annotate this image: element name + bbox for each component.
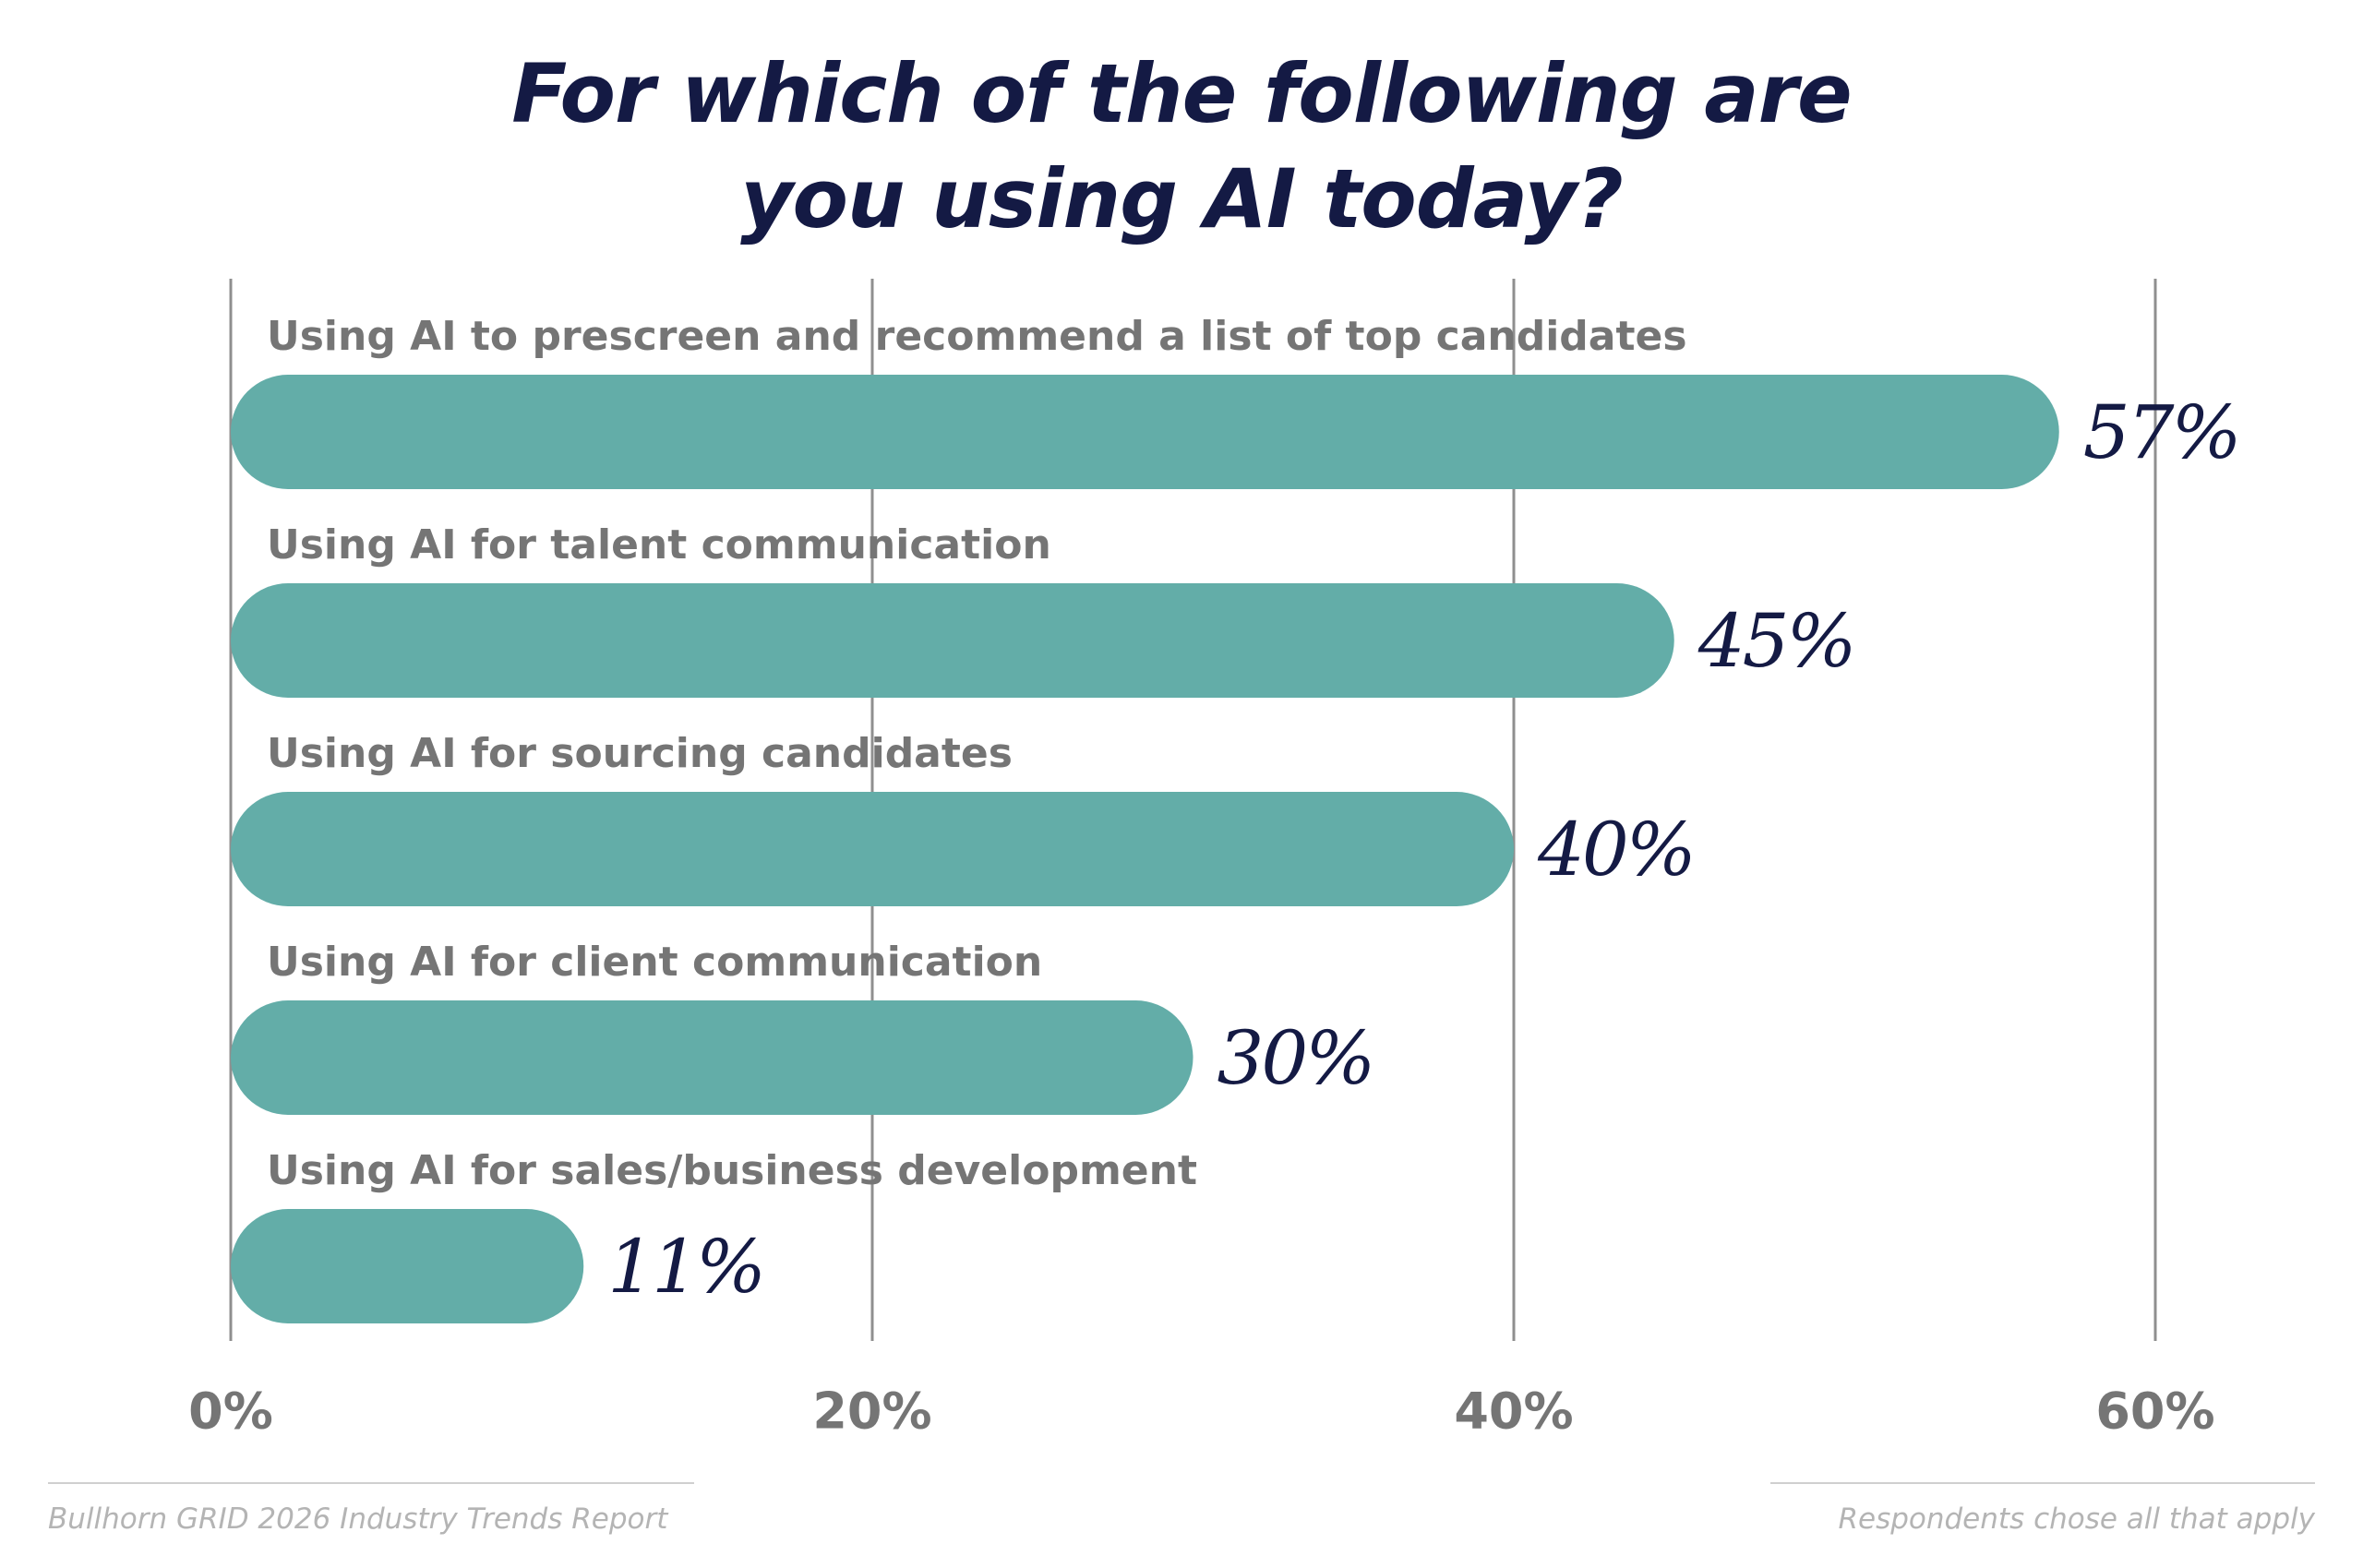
value-label-0: 57%	[2083, 389, 2239, 475]
value-label-1: 45%	[1697, 598, 1854, 684]
bar-0	[231, 375, 2059, 489]
chart-title-line-2: you using AI today?	[740, 151, 1624, 246]
bar-3	[231, 1000, 1193, 1115]
footer-divider-left	[48, 1482, 694, 1484]
value-label-2: 40%	[1537, 807, 1694, 892]
source-note: Bullhorn GRID 2026 Industry Trends Repor…	[48, 1502, 668, 1536]
x-tick-label-1: 20%	[812, 1382, 931, 1441]
chart-title-line-1: For which of the following are	[511, 46, 1852, 141]
footer-divider-right	[1770, 1482, 2315, 1484]
x-tick-label-2: 40%	[1454, 1382, 1573, 1441]
category-label-4: Using AI for sales/business development	[267, 1147, 1197, 1194]
category-label-1: Using AI for talent communication	[267, 521, 1051, 569]
chart-title: For which of the following are you using…	[0, 42, 2363, 252]
category-label-3: Using AI for client communication	[267, 939, 1042, 986]
bar-4	[231, 1209, 584, 1323]
bar-1	[231, 583, 1674, 698]
value-label-3: 30%	[1217, 1015, 1373, 1101]
x-tick-label-0: 0%	[188, 1382, 273, 1441]
x-tick-label-3: 60%	[2095, 1382, 2214, 1441]
respondents-note: Respondents chose all that apply	[1838, 1502, 2315, 1536]
category-label-0: Using AI to prescreen and recommend a li…	[267, 313, 1687, 360]
bar-2	[231, 792, 1514, 906]
category-label-2: Using AI for sourcing candidates	[267, 730, 1013, 777]
value-label-4: 11%	[607, 1224, 763, 1310]
